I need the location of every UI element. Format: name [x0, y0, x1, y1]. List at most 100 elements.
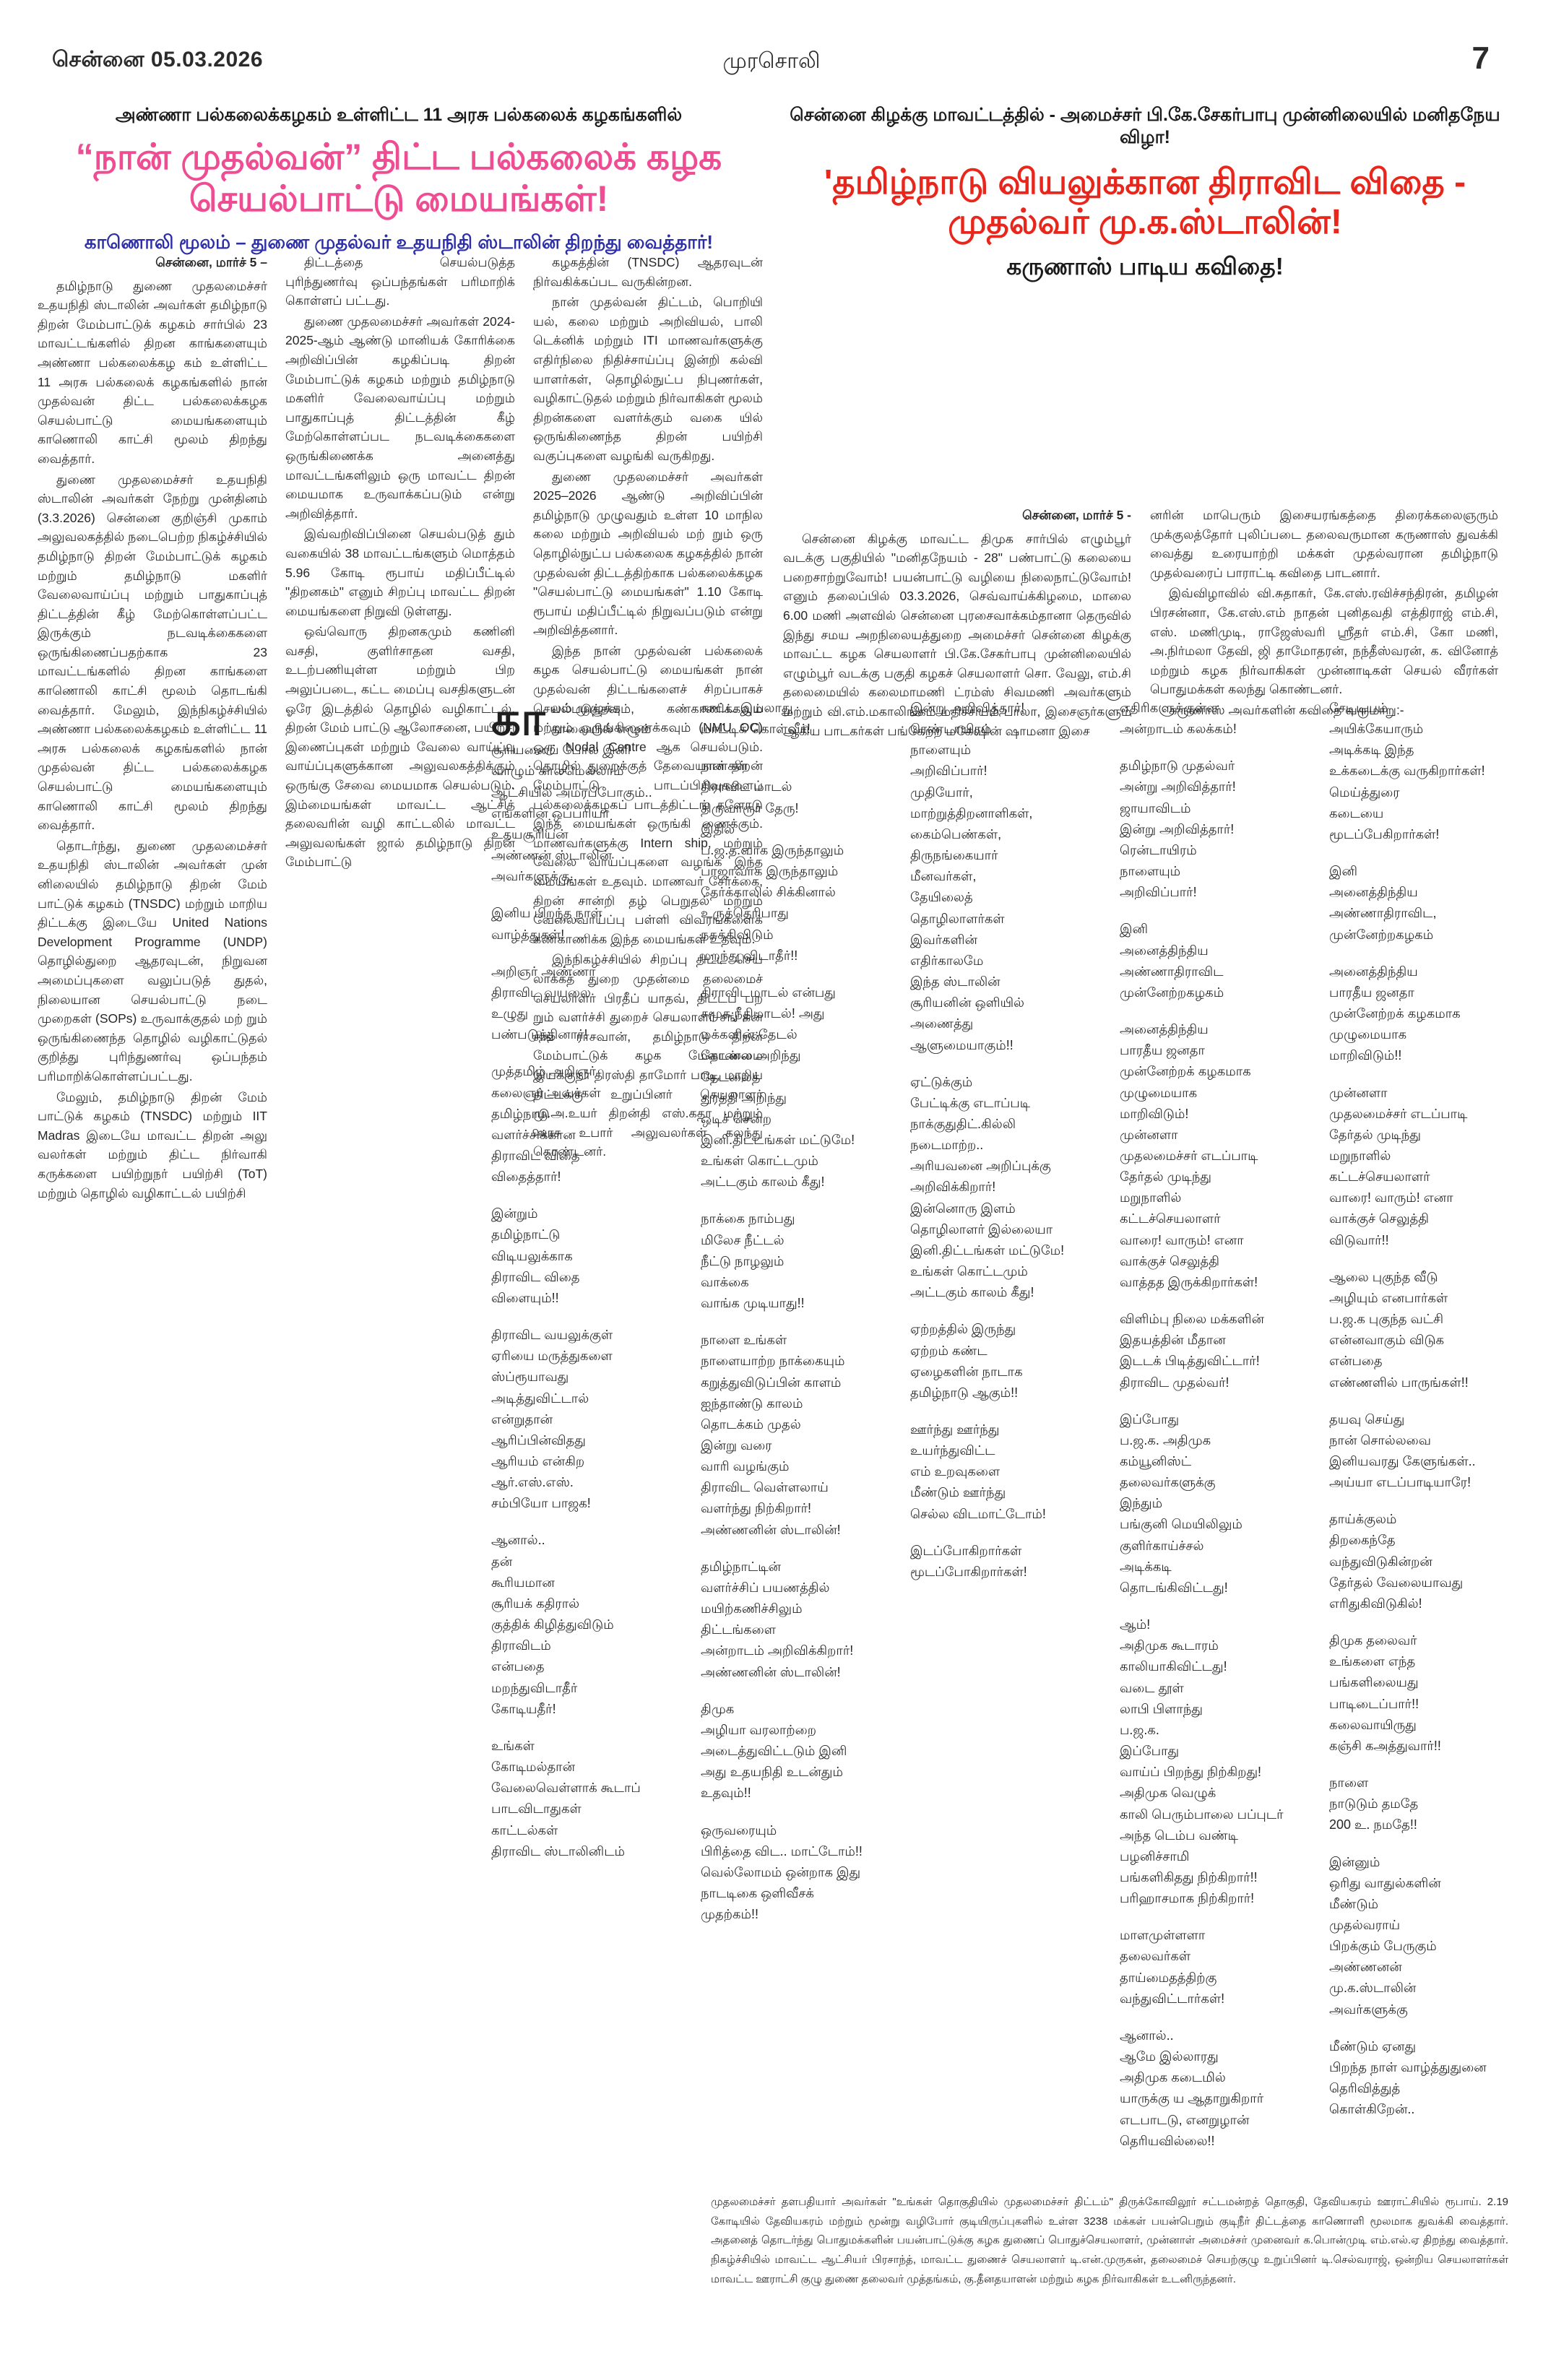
poem-line: கடையை — [1329, 805, 1384, 821]
poem-line: சூரியக் கதிரால் — [491, 1596, 580, 1611]
poem-stanza: திராவிட வயலுக்குள் ஏரியை மருத்துகளை ஸ்ப்ரூ… — [491, 1325, 678, 1514]
publication-title: முரசொலி — [722, 49, 821, 73]
poem-line: தேடலை அறிந்து — [701, 1048, 801, 1063]
poem-line: தொடக்கம் முதல் — [701, 1416, 801, 1432]
poem-line: வாரை! வாரும்! எனா — [1120, 1232, 1244, 1247]
poem-line: அண்ணாதிராவிட — [1120, 964, 1224, 979]
poem-line: நாளையும் — [910, 743, 972, 758]
poem-stanza: இனிய பிறந்த நாள் வாழ்த்துகள்! — [491, 903, 678, 945]
poem-line: திமுக தலைவர் — [1329, 1633, 1417, 1648]
poem-line: என்பதை — [491, 1659, 545, 1674]
poem-line: அடிக்கடி — [1120, 1559, 1172, 1574]
poem-line: குத்திக் கிழித்துவிடும் — [491, 1617, 614, 1632]
poem-line: அன்றாடம் கலக்கம்! — [1120, 722, 1237, 737]
poem-stanza: ஆம்! அதிமுக கூடாரம் காலியாகிவிட்டது! வடை தூ… — [1120, 1614, 1306, 1909]
poem-line: அந்த டெம்ப வண்டி — [1120, 1827, 1238, 1843]
left-kicker: அண்ணா பல்கலைக்கழகம் உள்ளிட்ட 11 அரசு பல்… — [115, 105, 683, 125]
poem-line: செல்ல விடமாட்டோம்! — [910, 1506, 1046, 1521]
poem-line: காலையில் எழும் — [550, 722, 652, 737]
poem-line: இப்போது — [1120, 1411, 1180, 1427]
poem-line: முதற்கம்!! — [701, 1907, 758, 1922]
poem-line: திராவிட வயலுக்குள் — [491, 1328, 613, 1343]
poem-stanza: இடப்போகிறார்கள் மூடப்போகிறார்கள்! — [910, 1541, 1097, 1583]
poem-line: நான் சொல்லவை — [1329, 1432, 1431, 1448]
poem-line: அட்டகும் காலம் கீது! — [910, 1285, 1034, 1300]
paragraph: கருணாஸ் அவர்களின் கவிதை வருமாறு:- — [1169, 702, 1404, 717]
poem-line: பங்குனி மெயிலிலும் — [1120, 1517, 1242, 1532]
poem-line: சூரியனின் ஒளியில் — [910, 995, 1025, 1011]
poem-line: அவர்களுக்கு — [1329, 2002, 1408, 2017]
poem-line: பங்களிகிதது நிற்கிறார்!! — [1120, 1869, 1258, 1884]
poem-line: நாள்கள் — [701, 758, 748, 774]
poem-line: குளிர்காய்ச்சல் — [1120, 1538, 1204, 1553]
poem-stanza: இப்போது ப.ஜ.க. அதிமுக கம்யூனிஸ்ட் தலைவர்களு… — [1120, 1409, 1306, 1598]
poem-line: ஆரிப்பின்விதது — [491, 1432, 586, 1448]
poem-line: தாய்க்குலம் — [1329, 1512, 1397, 1527]
poem-line: ஆம்! — [1120, 1617, 1151, 1632]
poem-line: உங்கள் கொட்டமும் — [701, 1154, 818, 1169]
poem-stanza: அனைத்திந்திய பாரதீய ஜனதா முன்னேற்றக் கழகமா… — [1120, 1019, 1306, 1293]
poem-line: மீண்டும் ஏனது — [1329, 2038, 1417, 2054]
poem-line: மீண்டும் — [1329, 1896, 1378, 1911]
poem-stanza: நாக்கை நாம்பது மிலேச நீட்டல் நீட்டு நாழலும… — [701, 1208, 887, 1314]
poem-line: துரத்தி அறிந்து — [701, 1090, 787, 1105]
poem-line: விடுவார்!! — [1329, 1232, 1389, 1247]
poem-line: உங்கள் — [491, 1738, 535, 1753]
paragraph: ஒவ்வொரு திறனகமும் கணினி வசதி, குளிர்சாதன… — [285, 624, 515, 870]
poem-line: அது உதயநிதி உடன்தும் — [701, 1765, 843, 1780]
poem-line: நாக்குதுதிட்.கில்லி — [910, 1116, 1016, 1131]
poem-line: முதல்வராய் — [1329, 1917, 1401, 1932]
poem-line: முத்தமிழ் அறிஞர் — [491, 1064, 596, 1079]
poem-line: வாக்குச் செலுத்தி — [1329, 1211, 1429, 1226]
left-headline-block: அண்ணா பல்கலைக்கழகம் உள்ளிட்ட 11 அரசு பல்… — [35, 104, 763, 254]
poem-stanza: திமுக தலைவர் உங்களை எந்த பங்களிலையது பாடிடை… — [1329, 1630, 1516, 1757]
poem-line: தேர்தல் வேலையாவது — [1329, 1575, 1464, 1590]
poem-line: வாழ்த்துகள்! — [491, 927, 565, 942]
poem-line: வாழும் காலமெல்லாம் — [491, 763, 624, 779]
poem-line: பரிஹாசமாக நிற்கிறார்! — [1120, 1891, 1255, 1906]
poem-line: காட்ட இயலாது — [701, 701, 793, 715]
poem-line: விதைத்தார்! — [491, 1169, 561, 1185]
poem-column: கா லம் முழுக்க காலையில் எழும் சூரியனைப் போல… — [491, 696, 678, 1878]
poem-line: அறிஞர் அண்ணா — [491, 964, 596, 979]
poem-line: இடடக் பிடித்துவிட்டார்! — [1120, 1354, 1260, 1369]
paragraph: இவ்வறிவிப்பினை செயல்படுத் தும் வகையில் 3… — [285, 527, 515, 618]
poem-line: ஒடிச் சென்ற — [701, 1111, 772, 1126]
poem-stanza: தாய்க்குலம் திறகைந்தே வந்துவிடுகின்றன் தேர்… — [1329, 1509, 1516, 1614]
poem-stanza: ஆலை புகுந்த வீடு அழியும் எனபார்கள் ப.ஜ.க ப… — [1329, 1267, 1516, 1393]
poem-line: தெரியவில்லை!! — [1120, 2133, 1215, 2148]
poem-line: தயவு செய்து — [1329, 1411, 1405, 1427]
poem-line: கட்டச்செயலாளர் — [1120, 1211, 1221, 1226]
poem-line: மாறிவிடும்!! — [1329, 1048, 1402, 1063]
poem-line: தாய்மைதத்திற்கு — [1120, 1970, 1217, 1985]
poem-line: திமுக — [701, 1701, 735, 1716]
poem-line: இனியவரது கேளுங்கள்.. — [1329, 1454, 1476, 1468]
poem-line: காலி பெரும்பாலை பப்புடர் — [1120, 1806, 1284, 1822]
poem-line: நசுக்கிவிடும் — [701, 927, 774, 942]
poem-stanza: தமிழ்நாடு முதல்வர் அன்று அறிவித்தார்! ஜாயா… — [1120, 756, 1306, 903]
poem-line: அதிமுக கூடாரம் — [1120, 1638, 1219, 1653]
poem-line: முன்னேற்றகழகம் — [1329, 927, 1434, 942]
poem-line: ஆமே இல்லாரது — [1120, 2049, 1219, 2064]
poem-line: எதிரிகளுக்குள்ள — [1120, 701, 1219, 715]
poem-line: பாஜாவாக இருந்தாலும் — [701, 864, 839, 879]
poem-line: அறிவிப்பார்! — [910, 763, 987, 779]
poem-line: இனிய பிறந்த நாள் — [491, 906, 602, 921]
poem-stanza: ஏற்றத்தில் இருந்து ஏற்றம் கண்ட ஏழைகளின் நா… — [910, 1319, 1097, 1403]
poem-line: உதவும்!! — [701, 1786, 751, 1801]
poem-line: அறிவிக்கிறார்! — [910, 1180, 996, 1195]
poem-line: மக்களின் தேடல் — [701, 1027, 798, 1042]
poem-line: அனைத்திந்திய — [1120, 1022, 1209, 1037]
poem-line: கைம்பெண்கள், — [910, 826, 1002, 841]
poem-line: என்பதை — [1329, 1354, 1383, 1369]
poem-stanza: முத்தமிழ் அறிஞர் கலைஞர் அவர்கள் தமிழ்நாடு வ… — [491, 1061, 678, 1187]
paragraph: கழகத்தின் (TNSDC) ஆதரவுடன் நிர்வகிக்கப்ப… — [533, 255, 763, 289]
poem-line: தமிழ்நாட்டின் — [701, 1559, 781, 1574]
poem-line: முன்னேற்றக் கழகமாக — [1329, 1006, 1461, 1021]
poem-line: முதலமைச்சர் எடப்பாடி — [1120, 1148, 1258, 1163]
poem-line: திராவிட வயலை — [491, 985, 591, 1000]
right-subhead: கருணாஸ் பாடிய கவிதை! — [1006, 252, 1284, 280]
poem-line: கறுத்துவிடுப்பின் காளம் — [701, 1375, 842, 1390]
poem-column: காட்ட இயலாது மாட்டிக் கொள்வீர்! நாள்கள் திர… — [701, 698, 887, 1941]
